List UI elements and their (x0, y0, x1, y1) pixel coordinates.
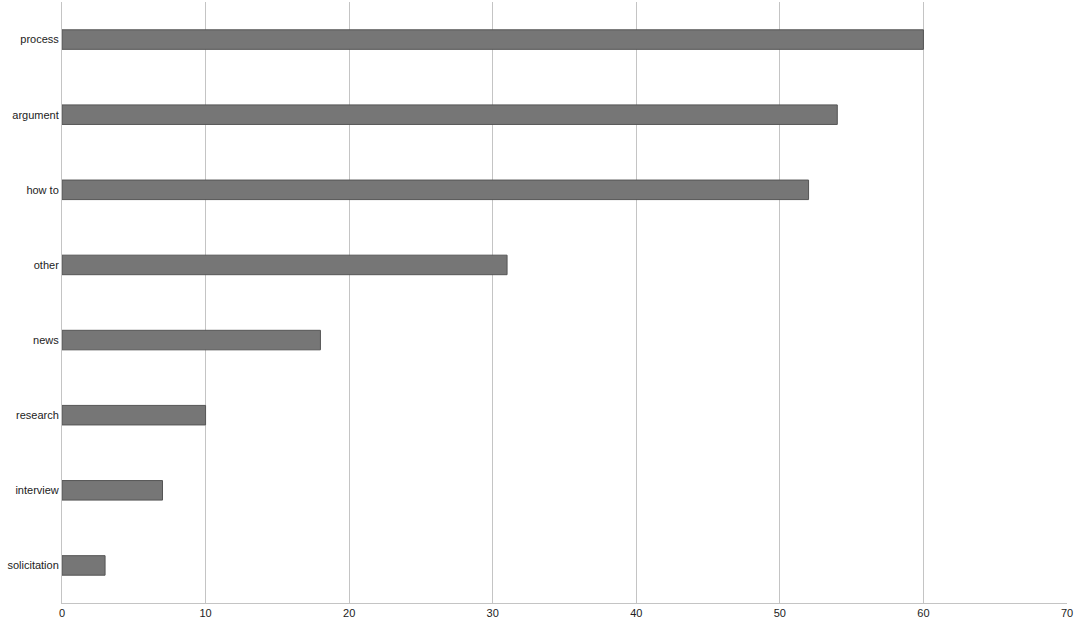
svg-text:60: 60 (917, 607, 929, 619)
svg-text:process: process (20, 33, 59, 45)
svg-text:how to: how to (26, 184, 58, 196)
svg-text:other: other (34, 259, 59, 271)
svg-text:interview: interview (15, 484, 58, 496)
svg-text:30: 30 (487, 607, 499, 619)
svg-text:solicitation: solicitation (7, 559, 58, 571)
svg-text:70: 70 (1061, 607, 1073, 619)
svg-text:10: 10 (199, 607, 211, 619)
svg-text:50: 50 (774, 607, 786, 619)
svg-text:20: 20 (343, 607, 355, 619)
svg-text:40: 40 (630, 607, 642, 619)
svg-text:argument: argument (12, 109, 58, 121)
svg-text:news: news (33, 334, 59, 346)
svg-text:0: 0 (59, 607, 65, 619)
svg-text:research: research (16, 409, 59, 421)
